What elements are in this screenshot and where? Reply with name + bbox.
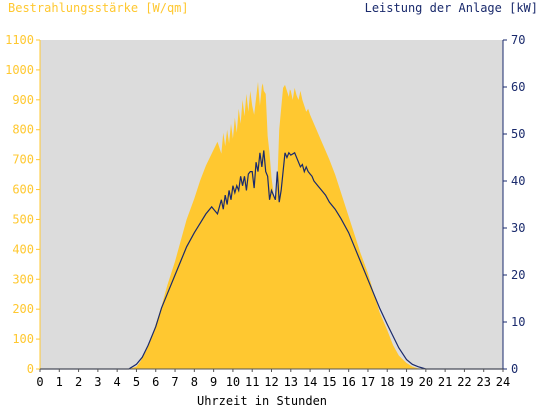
x-tick-label: 1 xyxy=(56,375,63,389)
x-tick-label: 22 xyxy=(457,375,471,389)
right-tick-label: 20 xyxy=(511,268,525,282)
left-axis-title: Bestrahlungsstärke [W/qm] xyxy=(8,1,189,15)
x-tick-label: 10 xyxy=(226,375,240,389)
left-tick-label: 300 xyxy=(12,272,34,286)
left-tick-label: 1100 xyxy=(5,33,34,47)
right-axis-title: Leistung der Anlage [kW] xyxy=(365,1,538,15)
right-tick-label: 70 xyxy=(511,33,525,47)
x-tick-label: 6 xyxy=(152,375,159,389)
x-tick-label: 14 xyxy=(303,375,317,389)
right-tick-label: 30 xyxy=(511,221,525,235)
left-axis-ticks: 0 100 200 300 400 500 600 700 800 900 1000 1100 xyxy=(5,33,40,376)
x-tick-label: 3 xyxy=(94,375,101,389)
left-tick-label: 1000 xyxy=(5,63,34,77)
left-tick-label: 600 xyxy=(12,183,34,197)
x-tick-label: 23 xyxy=(476,375,490,389)
right-tick-label: 0 xyxy=(511,362,518,376)
right-tick-label: 40 xyxy=(511,174,525,188)
left-tick-label: 0 xyxy=(27,362,34,376)
right-tick-label: 60 xyxy=(511,80,525,94)
left-tick-label: 800 xyxy=(12,123,34,137)
left-tick-label: 400 xyxy=(12,242,34,256)
x-tick-label: 9 xyxy=(210,375,217,389)
left-tick-label: 700 xyxy=(12,153,34,167)
x-tick-label: 16 xyxy=(341,375,355,389)
x-axis-title: Uhrzeit in Stunden xyxy=(197,394,327,408)
x-tick-label: 8 xyxy=(191,375,198,389)
left-tick-label: 100 xyxy=(12,332,34,346)
x-tick-label: 4 xyxy=(114,375,121,389)
x-tick-label: 13 xyxy=(284,375,298,389)
x-tick-label: 17 xyxy=(361,375,375,389)
right-tick-label: 50 xyxy=(511,127,525,141)
x-tick-label: 5 xyxy=(133,375,140,389)
irradiance-area-layer xyxy=(40,81,503,370)
x-tick-label: 18 xyxy=(380,375,394,389)
x-tick-label: 21 xyxy=(438,375,452,389)
x-tick-label: 2 xyxy=(75,375,82,389)
x-tick-label: 20 xyxy=(419,375,433,389)
power-line-layer xyxy=(40,150,503,370)
x-axis-ticks: 0 1 2 3 4 5 6 7 8 9 10 11 12 13 14 15 16 17 18 19 20 21 22 23 24 xyxy=(36,369,510,389)
x-tick-label: 19 xyxy=(399,375,413,389)
x-tick-label: 15 xyxy=(322,375,336,389)
x-tick-label: 11 xyxy=(245,375,259,389)
left-tick-label: 900 xyxy=(12,93,34,107)
x-tick-label: 12 xyxy=(264,375,278,389)
right-axis-ticks: 0 10 20 30 40 50 60 70 xyxy=(503,33,525,376)
x-tick-label: 7 xyxy=(171,375,178,389)
right-tick-label: 10 xyxy=(511,315,525,329)
x-tick-label: 24 xyxy=(496,375,510,389)
power-line xyxy=(40,150,503,370)
left-tick-label: 200 xyxy=(12,302,34,316)
irradiance-area xyxy=(40,81,503,370)
left-tick-label: 500 xyxy=(12,212,34,226)
x-tick-label: 0 xyxy=(36,375,43,389)
